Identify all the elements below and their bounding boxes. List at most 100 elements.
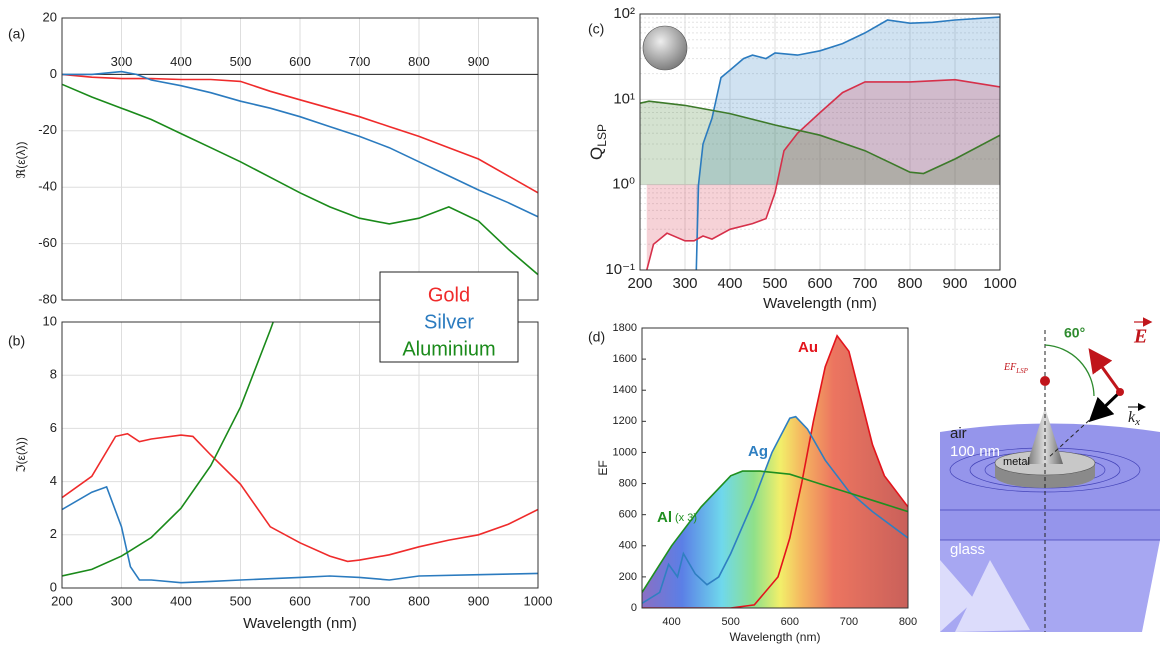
legend-entry: Silver (424, 311, 474, 333)
line (642, 470, 908, 593)
line (62, 83, 538, 276)
plot-frame (61, 17, 539, 301)
line (62, 432, 538, 563)
y-axis-label: ℜ(ε(λ)) (14, 141, 28, 178)
x-tick-label: 600 (781, 616, 799, 628)
plot (62, 322, 538, 584)
x-tick-label: 800 (899, 616, 917, 628)
area (696, 17, 1000, 270)
y-tick-label: 10 (43, 313, 57, 328)
y-axis-label: EF (596, 460, 610, 475)
plot-frame (61, 321, 539, 589)
x-axis-label: Wavelength (nm) (730, 630, 821, 644)
y-label-text: Q (587, 147, 606, 160)
x-tick-label: 500 (721, 616, 739, 628)
y-tick-label: 10¹ (613, 90, 635, 107)
y-tick-label: 200 (619, 571, 637, 583)
thickness-label: 100 nm (950, 443, 1000, 460)
y-tick-label: -40 (38, 179, 57, 194)
y-tick-label: 10⁰ (612, 176, 635, 193)
x-tick-label: 1000 (983, 275, 1016, 292)
line (646, 78, 1000, 270)
y-tick-label: 1400 (613, 384, 637, 396)
x-tick-label: 500 (230, 593, 252, 608)
mesh (940, 560, 1030, 632)
y-tick-label: 10⁻¹ (605, 261, 635, 278)
x-tick-label: 400 (662, 616, 680, 628)
plot (62, 70, 538, 276)
y-label-text: ℜ(ε(λ)) (14, 141, 28, 178)
series-label: Au (798, 339, 818, 356)
panel-label: (c) (588, 21, 604, 37)
panel-label: (a) (8, 26, 25, 42)
plot-frame (641, 327, 909, 609)
x-tick-label: 400 (170, 593, 192, 608)
hotspot-dot (1040, 376, 1050, 386)
x-tick-label: 700 (840, 616, 858, 628)
field-arrow (1088, 348, 1122, 393)
legend-entry: Gold (428, 284, 470, 306)
source-dot (1116, 388, 1124, 396)
line (695, 16, 1000, 270)
y-label-text: ℑ(ε(λ)) (14, 437, 28, 473)
y-tick-label: 2 (50, 526, 57, 541)
area (646, 79, 1000, 270)
line (642, 334, 908, 608)
hotspot-symbol: EF (1003, 362, 1017, 373)
panel-label: (b) (8, 333, 25, 349)
hotspot-label: EFLSP (1003, 362, 1029, 374)
plot (640, 16, 1000, 270)
wave-arrow (1088, 390, 1122, 423)
legend-entry: Aluminium (402, 338, 495, 360)
y-label-sub: LSP (595, 124, 609, 147)
y-tick-label: -80 (38, 291, 57, 306)
panel: (c) 10⁻¹ 10⁰ 10¹ 10² 200 300 400 500 600 700 800 900… (587, 5, 1016, 312)
glass-label: glass (950, 541, 985, 558)
field-label: E (1133, 326, 1147, 348)
plot-frame (639, 13, 1001, 271)
x-tick-label: 900 (468, 593, 490, 608)
angle-arc (1044, 344, 1095, 397)
line (62, 485, 538, 584)
line (640, 100, 1000, 175)
line (642, 415, 908, 604)
y-tick-label: 0 (50, 579, 57, 594)
series-name: Al (657, 509, 672, 526)
y-tick-label: 4 (50, 473, 57, 488)
angle-label: 60° (1064, 325, 1085, 341)
metal-label: metal (1003, 456, 1030, 468)
y-tick-label: 0 (50, 66, 57, 81)
x-tick-label: 200 (51, 593, 73, 608)
y-tick-label: 600 (619, 509, 637, 521)
y-tick-label: 6 (50, 420, 57, 435)
y-tick-label: 20 (43, 9, 57, 24)
x-axis-label: Wavelength (nm) (243, 615, 357, 632)
y-tick-label: 10² (613, 5, 635, 22)
x-tick-label: 800 (408, 593, 430, 608)
x-tick-label: 600 (807, 275, 832, 292)
x-tick-label: 200 (627, 275, 652, 292)
y-tick-label: 1600 (613, 353, 637, 365)
x-tick-label: 700 (852, 275, 877, 292)
hotspot-sub: LSP (1015, 367, 1028, 375)
y-tick-label: 800 (619, 477, 637, 489)
y-tick-label: 0 (631, 602, 637, 614)
x-tick-label: 300 (111, 593, 133, 608)
series-label: Ag (748, 443, 768, 460)
y-tick-label: 400 (619, 540, 637, 552)
panel-label: (d) (588, 329, 605, 345)
x-tick-label: 900 (942, 275, 967, 292)
y-axis-label: QLSP (587, 124, 609, 160)
panel: (d) 0 200 400 600 800 1000 1200 1400 1600 1800 400 5… (588, 322, 917, 644)
sphere-icon (642, 25, 688, 71)
y-label-text: EF (596, 460, 610, 475)
y-tick-label: 1800 (613, 322, 637, 334)
series-note: (x 3) (675, 512, 697, 524)
x-tick-label: 400 (717, 275, 742, 292)
wavevector-label: kx (1128, 409, 1140, 428)
line (62, 73, 538, 194)
legend-box (379, 271, 519, 363)
wavevector-sub: x (1134, 416, 1140, 428)
x-tick-label: 800 (897, 275, 922, 292)
